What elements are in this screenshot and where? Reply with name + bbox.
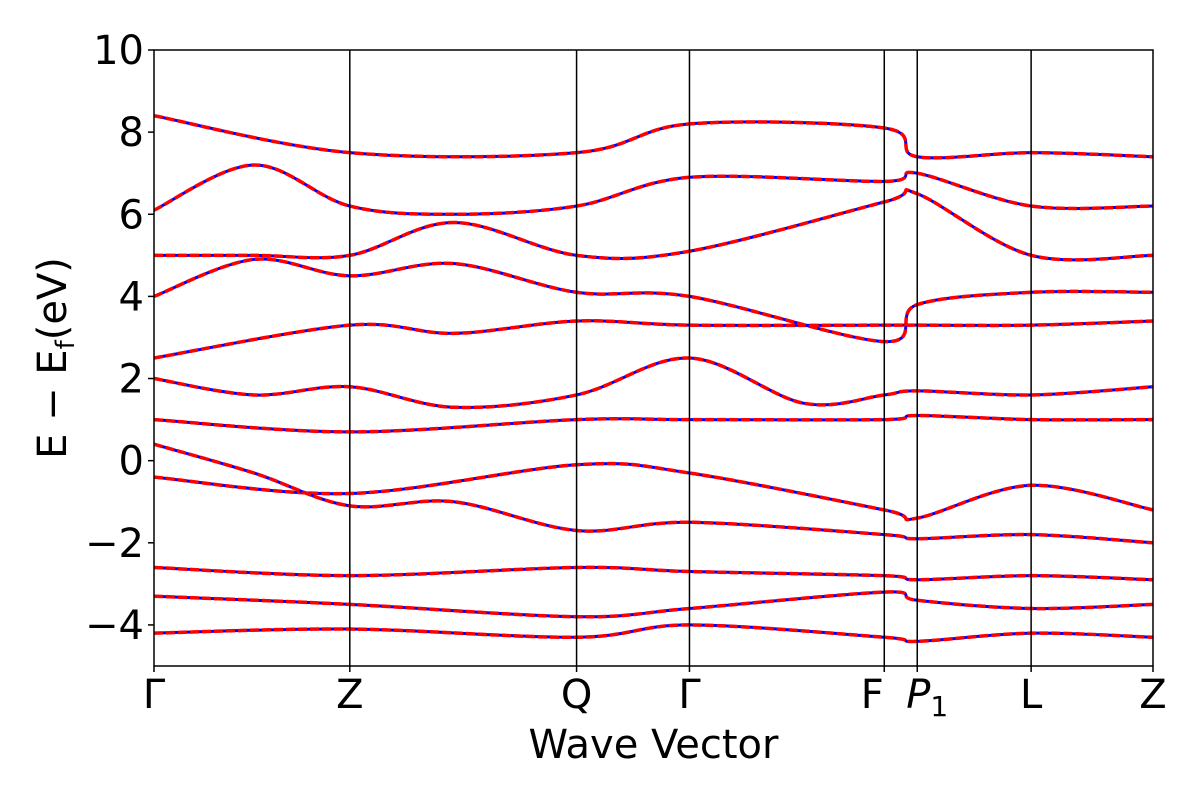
high-symmetry-lines	[349, 50, 1032, 666]
x-tick-label-4: F	[861, 672, 884, 718]
x-tick-label-0: Γ	[143, 672, 166, 718]
y-axis: −4 −2 0 2 4 6 8 10	[85, 28, 154, 649]
y-tick-label-1: −2	[85, 521, 144, 567]
y-tick-label-7: 10	[93, 28, 144, 74]
band-line-red-8	[154, 113, 1153, 160]
y-tick-label-4: 4	[119, 274, 144, 320]
x-tick-label-1: Z	[336, 672, 363, 718]
x-tick-label-6: L	[1020, 672, 1043, 718]
band-lines-group	[154, 113, 1153, 644]
x-tick-label-7: Z	[1139, 672, 1166, 718]
y-tick-label-2: 0	[119, 439, 144, 485]
band-line-red-3	[154, 356, 1153, 410]
y-tick-label-5: 6	[119, 192, 144, 238]
band-line-blue-5	[154, 257, 1153, 344]
band-line-blue-7	[154, 163, 1153, 216]
band-line-red-4	[154, 319, 1153, 360]
y-axis-label-sub: f	[51, 339, 81, 349]
x-tick-label-3: Γ	[678, 672, 701, 718]
band-line-red-9	[154, 565, 1153, 582]
x-tick-label-5: P1	[906, 672, 948, 723]
y-axis-label-unit: (eV)	[30, 257, 76, 340]
band-line-red-10	[154, 590, 1153, 619]
band-line-red-1	[154, 442, 1153, 545]
x-axis: Γ Z Q Γ F P1 L Z	[143, 666, 1167, 723]
band-line-blue-8	[154, 114, 1153, 160]
y-tick-label-0: −4	[85, 603, 144, 649]
y-tick-label-6: 8	[119, 110, 144, 156]
band-line-red-6	[154, 188, 1153, 262]
x-tick-label-2: Q	[561, 672, 592, 718]
y-tick-label-3: 2	[119, 357, 144, 403]
band-line-red-7	[154, 163, 1153, 217]
y-axis-label-main: E − E	[30, 349, 76, 459]
x-axis-label: Wave Vector	[529, 722, 780, 768]
plot-frame	[153, 49, 1154, 667]
band-line-red-5	[154, 257, 1153, 344]
y-axis-label: E − Ef(eV)	[30, 257, 81, 459]
